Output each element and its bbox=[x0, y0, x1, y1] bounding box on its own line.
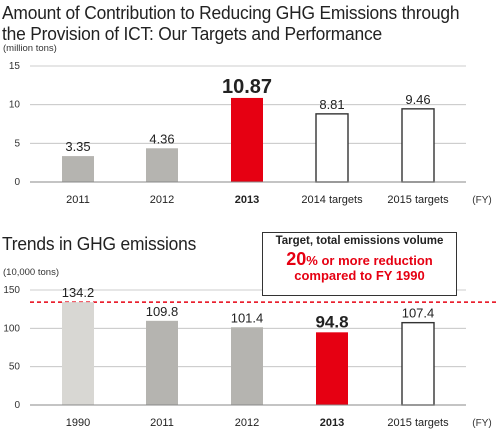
chart1-category-label: 2014 targets bbox=[301, 194, 363, 206]
callout-reduction-text: % or more reduction bbox=[306, 253, 433, 268]
chart1-category-label: 2013 bbox=[235, 194, 259, 206]
target-callout-box: Target, total emissions volume 20% or mo… bbox=[262, 232, 457, 296]
chart1-category-label: 2012 bbox=[150, 194, 174, 206]
chart2-value-label: 107.4 bbox=[402, 306, 435, 321]
chart2-category-label: 1990 bbox=[66, 417, 90, 429]
chart2-category-label: 2015 targets bbox=[387, 417, 449, 429]
chart1-ytick-label: 15 bbox=[9, 61, 21, 72]
chart2-bar bbox=[316, 332, 348, 405]
chart1-value-label: 10.87 bbox=[222, 76, 272, 98]
callout-heading: Target, total emissions volume bbox=[275, 235, 444, 247]
chart2-unit-label: (10,000 tons) bbox=[3, 267, 59, 278]
callout-percent: 20 bbox=[286, 249, 307, 269]
chart1-bar bbox=[315, 113, 349, 183]
chart1-ytick-label: 10 bbox=[9, 100, 21, 111]
chart1-ytick-label: 0 bbox=[14, 177, 20, 188]
chart2-ytick-label: 0 bbox=[14, 400, 20, 411]
chart1-value-label: 9.46 bbox=[405, 92, 430, 107]
chart2-bar bbox=[146, 320, 178, 405]
chart2-bar bbox=[231, 327, 263, 405]
chart2-bar bbox=[401, 321, 435, 406]
chart1-value-label: 4.36 bbox=[149, 131, 174, 146]
chart2-value-label: 134.2 bbox=[62, 285, 95, 300]
chart2-bar bbox=[62, 302, 94, 405]
chart2-x-unit: (FY) bbox=[472, 418, 491, 429]
chart2-title: Trends in GHG emissions bbox=[2, 233, 197, 254]
callout-reduction-line: 20% or more reduction bbox=[263, 249, 456, 269]
chart1-category-label: 2011 bbox=[66, 194, 90, 206]
chart2-ytick-label: 50 bbox=[9, 362, 21, 373]
chart1-bar bbox=[146, 148, 178, 182]
chart1-bar bbox=[231, 97, 263, 182]
chart1-category-label: 2015 targets bbox=[387, 194, 449, 206]
chart1-ytick-label: 5 bbox=[14, 138, 20, 149]
callout-comparison: compared to FY 1990 bbox=[294, 268, 425, 283]
chart1-x-unit: (FY) bbox=[472, 195, 491, 206]
chart2-category-label: 2013 bbox=[320, 417, 344, 429]
chart1-value-label: 3.35 bbox=[65, 139, 90, 154]
chart1-title-line2: the Provision of ICT: Our Targets and Pe… bbox=[2, 23, 382, 44]
chart2-value-label: 94.8 bbox=[315, 312, 348, 331]
chart1-title-line1: Amount of Contribution to Reducing GHG E… bbox=[2, 2, 460, 23]
chart2-ytick-label: 150 bbox=[3, 285, 20, 296]
chart2-category-label: 2012 bbox=[235, 417, 259, 429]
chart2-category-label: 2011 bbox=[150, 417, 174, 429]
chart1-value-label: 8.81 bbox=[319, 97, 344, 112]
chart1-bar bbox=[62, 156, 94, 182]
chart1-plot: 0 5 10 15 3.35 2011 4.36 2012 10.87 2013 8.81 2014 … bbox=[9, 61, 492, 206]
chart2-value-label: 109.8 bbox=[146, 304, 179, 319]
chart2-value-label: 101.4 bbox=[231, 310, 264, 325]
chart1-unit-label: (million tons) bbox=[3, 43, 57, 54]
chart2-ytick-label: 100 bbox=[3, 323, 20, 334]
